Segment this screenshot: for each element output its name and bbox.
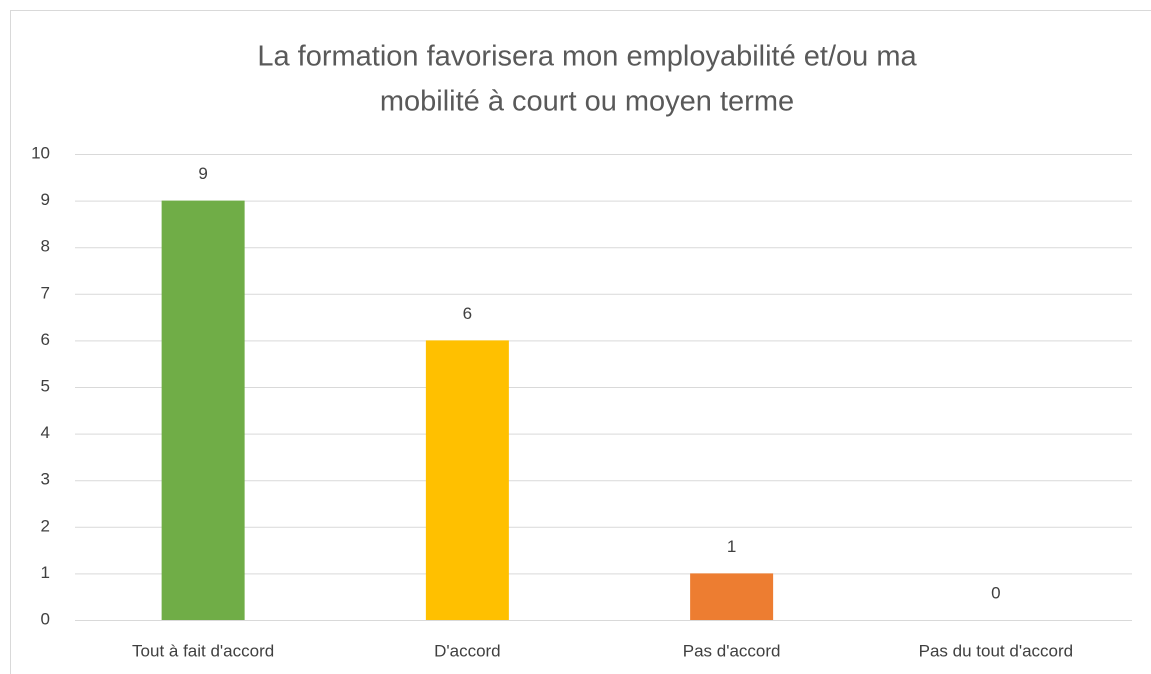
y-tick-label: 8 [41, 237, 50, 256]
y-tick-label: 6 [41, 330, 50, 349]
y-tick-label: 7 [41, 283, 50, 302]
chart-title: La formation favorisera mon employabilit… [257, 41, 917, 73]
y-tick-label: 0 [41, 609, 50, 628]
y-tick-label: 4 [41, 423, 50, 442]
y-tick-label: 1 [41, 563, 50, 582]
x-tick-label: Pas d'accord [683, 641, 781, 660]
bar [161, 200, 245, 620]
chart-title: mobilité à court ou moyen terme [380, 86, 794, 118]
y-tick-label: 5 [41, 376, 50, 395]
y-tick-label: 3 [41, 470, 50, 489]
y-tick-label: 10 [31, 143, 50, 162]
data-label: 1 [727, 537, 736, 556]
y-tick-label: 2 [41, 516, 50, 535]
data-label: 9 [198, 164, 207, 183]
data-label: 6 [463, 304, 472, 323]
bar [690, 573, 774, 620]
x-tick-label: Pas du tout d'accord [919, 641, 1073, 660]
y-tick-label: 9 [41, 190, 50, 209]
x-tick-label: D'accord [434, 641, 501, 660]
x-tick-label: Tout à fait d'accord [132, 641, 274, 660]
bar [425, 340, 509, 620]
data-label: 0 [991, 583, 1000, 602]
